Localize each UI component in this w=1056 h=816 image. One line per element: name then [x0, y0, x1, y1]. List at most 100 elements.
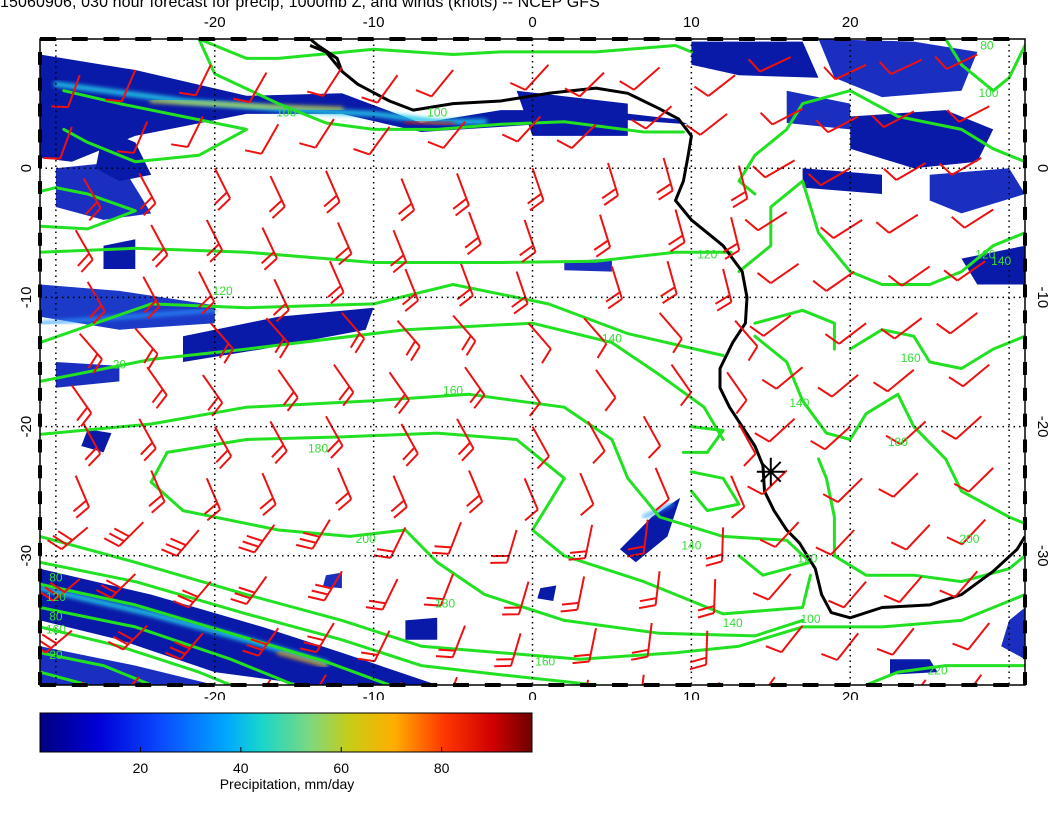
wind-barb [807, 167, 851, 187]
wind-barb [754, 418, 796, 443]
wind-barb [86, 281, 106, 325]
wind-barb [595, 369, 617, 412]
wind-barb [943, 260, 986, 282]
lat-lon-grid [40, 39, 1025, 685]
contour-line [864, 664, 1025, 685]
frame-tick-bar [1023, 232, 1027, 246]
wind-barb [946, 518, 987, 546]
wind-barb [556, 123, 597, 149]
frame-tick-bar [38, 155, 42, 169]
wind-barb [697, 579, 717, 619]
wind-barb [494, 633, 522, 668]
frame-tick-bar [707, 683, 724, 687]
frame-tick-bar [1023, 594, 1027, 608]
frame-tick-bar [1023, 336, 1027, 350]
contour-label: 100 [427, 106, 447, 120]
frame-tick-bar [38, 206, 42, 220]
lon-tick-bottom: 0 [528, 689, 536, 700]
precip-area [40, 568, 438, 685]
wind-barb [43, 126, 73, 160]
contour-line [944, 39, 1025, 93]
wind-barb [817, 374, 859, 398]
colorbar-label: Precipitation, mm/day [220, 776, 355, 792]
frame-tick-bar [1023, 646, 1027, 660]
lat-tick-left: 0 [18, 164, 35, 172]
wind-barb [150, 224, 169, 268]
frame-tick-bar [38, 362, 42, 375]
frame-tick-bar [1023, 517, 1027, 530]
frame-tick-bar [38, 310, 42, 324]
colorbar-tick-label: 80 [434, 760, 450, 776]
contour-line [40, 321, 725, 441]
wind-barb [759, 107, 804, 126]
wind-barb [654, 467, 670, 511]
wind-barb [752, 573, 792, 601]
contour-label: 100 [801, 612, 821, 626]
precip-area [818, 39, 978, 98]
wind-barb [452, 314, 477, 356]
frame-tick-bar [230, 683, 247, 687]
lon-tick-top: 0 [528, 14, 536, 31]
frame-tick-bar [1023, 103, 1027, 117]
contour-line [197, 39, 685, 134]
wind-barb [878, 472, 919, 498]
wind-barb [953, 467, 994, 493]
frame-tick-bar [71, 37, 88, 41]
lon-tick-top: 20 [842, 14, 859, 31]
frame-tick-bar [1023, 491, 1027, 505]
frame-tick-bar [262, 37, 279, 41]
wind-barb [138, 418, 157, 462]
frame-tick-bar [1023, 465, 1027, 479]
wind-barb [452, 676, 458, 685]
wind-barb [875, 213, 919, 234]
wind-barb [815, 115, 859, 134]
wind-barb [117, 121, 149, 154]
colorbar-tick-label: 40 [233, 760, 249, 776]
contour-label: 20 [49, 648, 63, 662]
wind-barb [936, 312, 978, 335]
wind-barb [519, 374, 541, 417]
wind-barb [941, 415, 982, 440]
frame-tick-bar [167, 37, 183, 41]
colorbar-tick-label: 20 [133, 760, 149, 776]
wind-barb [464, 211, 482, 256]
frame-tick-bar [1023, 362, 1027, 375]
contour-label: 140 [723, 616, 743, 630]
wind-barb [40, 629, 73, 654]
contour-label: 200 [959, 532, 979, 546]
contour-label: 120 [797, 551, 817, 565]
wind-barb [972, 674, 983, 685]
wind-barb [389, 229, 408, 274]
wind-barb [201, 374, 224, 417]
frame-tick-bar [453, 37, 469, 41]
precip-area [691, 41, 819, 78]
wind-barb [244, 123, 280, 155]
wind-barb [747, 469, 788, 496]
contour-line [40, 283, 725, 357]
lat-tick-left: -20 [18, 416, 35, 438]
wind-barb [401, 268, 420, 312]
frame-tick-bar [739, 683, 755, 687]
wind-barb [335, 222, 353, 266]
frame-tick-bar [580, 683, 597, 687]
frame-tick-bar [1023, 568, 1027, 582]
wind-barb [765, 624, 804, 654]
precip-area [103, 239, 136, 269]
frame-tick-bar [611, 683, 628, 687]
contour-label: 180 [308, 441, 328, 455]
wind-barb [277, 369, 299, 412]
contour-label: 140 [681, 538, 701, 552]
frame-tick-bar [135, 683, 152, 687]
wind-barb [171, 116, 204, 148]
wind-barb [466, 470, 484, 514]
wind-barb [423, 573, 455, 607]
wind-barb [138, 172, 157, 216]
contour-label: 120 [46, 590, 66, 604]
frame-tick-bar [993, 683, 1010, 687]
wind-barb [630, 622, 653, 661]
precipitation-field [40, 39, 1025, 685]
location-marker [756, 457, 785, 486]
contour-line [62, 89, 248, 164]
